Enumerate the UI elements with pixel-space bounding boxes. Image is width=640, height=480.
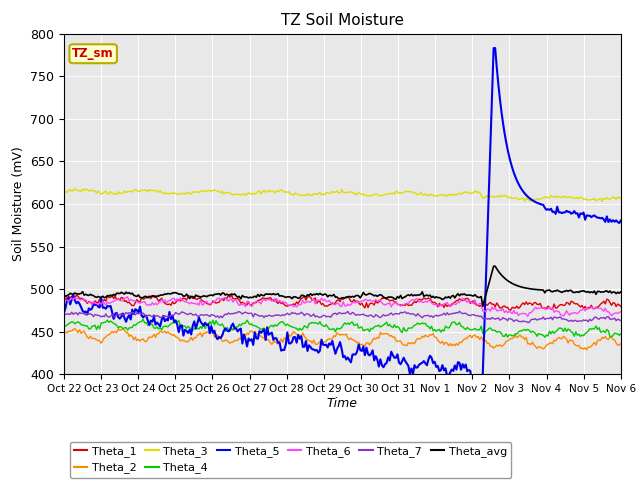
Theta_7 [589,317,596,323]
Theta_3 [228,192,236,197]
Theta_4 [140,316,147,322]
Theta_1 [305,294,313,300]
Theta_7 [303,311,311,317]
Theta_2 [60,331,68,336]
Theta_2 [583,347,591,353]
Theta_2 [589,341,596,347]
Theta_5 [226,327,234,333]
Theta_6 [130,298,138,304]
Theta_7 [129,310,136,315]
Theta_2 [228,339,236,345]
Theta_6 [524,313,532,319]
Theta_avg [244,295,252,301]
Theta_6 [255,300,263,305]
Theta_7 [226,311,234,317]
Theta_5 [303,348,311,354]
Theta_6 [589,306,596,312]
Theta_6 [246,302,254,308]
Line: Theta_5: Theta_5 [64,48,621,384]
Theta_7 [244,311,252,316]
Theta_5 [244,336,252,341]
Theta_6 [228,296,236,302]
Theta_7 [254,312,262,318]
Theta_1 [246,302,254,308]
Title: TZ Soil Moisture: TZ Soil Moisture [281,13,404,28]
Theta_2 [305,338,313,344]
Theta_5 [617,218,625,224]
Theta_5 [129,307,136,312]
Theta_2 [617,341,625,347]
Line: Theta_6: Theta_6 [64,297,621,316]
Theta_4 [305,321,313,326]
Theta_4 [589,326,596,332]
Line: Theta_avg: Theta_avg [64,266,621,306]
Line: Theta_4: Theta_4 [64,319,621,337]
Theta_3 [71,186,79,192]
Theta_6 [60,297,68,302]
Theta_6 [124,294,131,300]
Theta_4 [228,325,236,331]
Theta_2 [246,328,254,334]
Theta_7 [525,320,533,325]
Text: TZ_sm: TZ_sm [72,47,114,60]
Theta_4 [60,324,68,329]
Theta_5 [60,310,68,316]
Theta_6 [617,309,625,315]
Theta_4 [541,335,548,340]
Line: Theta_2: Theta_2 [64,329,621,350]
Theta_7 [617,318,625,324]
Theta_avg [60,291,68,297]
Theta_7 [456,308,463,314]
Theta_3 [246,191,254,196]
Theta_3 [617,195,625,201]
Theta_5 [468,381,476,387]
Theta_3 [598,199,606,204]
Theta_avg [129,290,136,296]
Theta_3 [305,192,313,198]
Line: Theta_3: Theta_3 [64,189,621,202]
Theta_2 [71,326,79,332]
Theta_2 [255,333,263,338]
Theta_1 [617,303,625,309]
Theta_avg [226,292,234,298]
Theta_avg [617,289,625,295]
Theta_6 [305,299,313,305]
Theta_3 [588,197,595,203]
Theta_1 [507,307,515,313]
Theta_avg [589,290,596,296]
Theta_avg [254,291,262,297]
Theta_avg [490,264,497,269]
Theta_5 [589,213,596,219]
Theta_5 [490,45,497,51]
Theta_7 [60,311,68,317]
Theta_4 [246,322,254,327]
Y-axis label: Soil Moisture (mV): Soil Moisture (mV) [12,146,25,262]
Theta_avg [479,303,486,309]
Theta_avg [303,292,311,298]
Theta_1 [228,292,236,298]
Theta_5 [254,336,262,342]
Theta_2 [130,337,138,343]
Theta_4 [255,325,263,331]
Legend: Theta_1, Theta_2, Theta_3, Theta_4, Theta_5, Theta_6, Theta_7, Theta_avg: Theta_1, Theta_2, Theta_3, Theta_4, Thet… [70,442,511,478]
Line: Theta_1: Theta_1 [64,295,621,310]
Theta_3 [130,188,138,193]
Theta_4 [129,324,136,330]
Theta_4 [617,331,625,336]
Line: Theta_7: Theta_7 [64,311,621,323]
Theta_1 [130,303,138,309]
Theta_3 [255,188,263,194]
Theta_3 [60,190,68,196]
Theta_1 [589,306,596,312]
X-axis label: Time: Time [327,397,358,410]
Theta_1 [60,294,68,300]
Theta_1 [108,292,116,298]
Theta_1 [255,297,263,303]
